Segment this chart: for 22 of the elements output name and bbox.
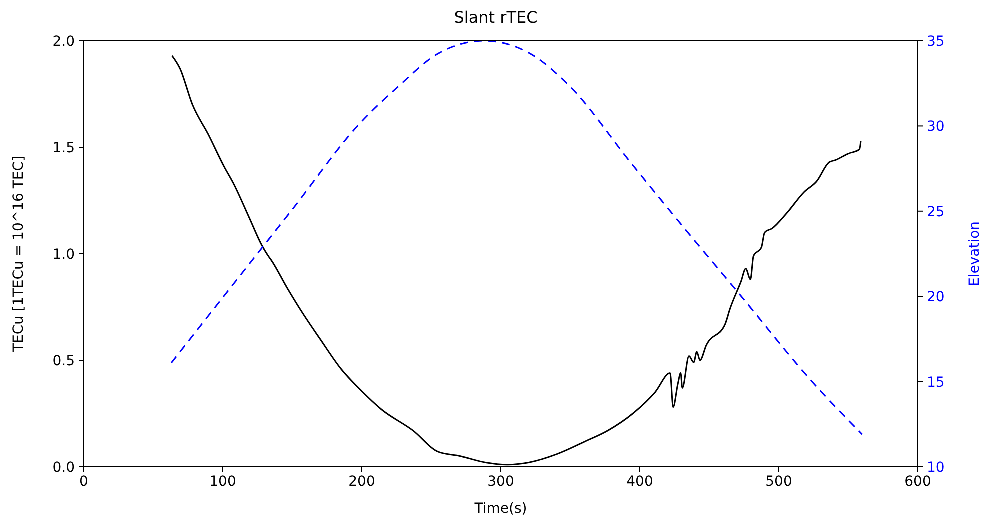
y-axis-title: TECu [1TECu = 10^16 TEC] xyxy=(10,156,27,353)
x-tick-label: 0 xyxy=(80,474,88,490)
y2-tick-label: 15 xyxy=(927,374,945,391)
x-tick-label: 600 xyxy=(904,474,932,490)
y-tick-label: 0.5 xyxy=(52,353,75,370)
x-axis-title: Time(s) xyxy=(474,501,528,517)
x-tick-label: 300 xyxy=(488,474,514,490)
x-tick-label: 500 xyxy=(766,474,792,490)
chart-title: Slant rTEC xyxy=(453,8,539,29)
y2-tick-label: 35 xyxy=(927,34,945,50)
y-tick-label: 1.5 xyxy=(52,140,75,156)
y-tick-label: 1.0 xyxy=(52,246,75,263)
x-tick-label: 200 xyxy=(348,474,376,490)
y2-tick-label: 20 xyxy=(927,290,945,306)
y2-tick-label: 30 xyxy=(927,119,945,136)
y2-tick-label: 25 xyxy=(927,204,945,220)
y-tick-label: 2.0 xyxy=(52,34,75,50)
y2-axis-title: Elevation xyxy=(966,221,983,287)
x-tick-label: 100 xyxy=(210,474,236,490)
x-tick-label: 400 xyxy=(626,474,654,490)
y-tick-label: 0.0 xyxy=(52,460,75,476)
y2-tick-label: 10 xyxy=(927,460,945,476)
